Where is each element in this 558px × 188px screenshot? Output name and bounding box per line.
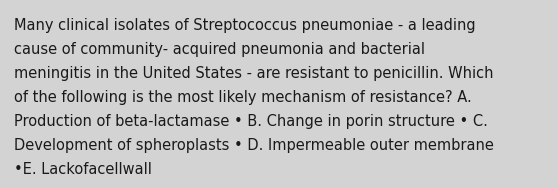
Text: meningitis in the United States - are resistant to penicillin. Which: meningitis in the United States - are re… bbox=[14, 66, 493, 81]
Text: •E. Lackofacellwall: •E. Lackofacellwall bbox=[14, 162, 152, 177]
Text: Production of beta-lactamase • B. Change in porin structure • C.: Production of beta-lactamase • B. Change… bbox=[14, 114, 488, 129]
Text: Many clinical isolates of Streptococcus pneumoniae - a leading: Many clinical isolates of Streptococcus … bbox=[14, 18, 475, 33]
Text: cause of community- acquired pneumonia and bacterial: cause of community- acquired pneumonia a… bbox=[14, 42, 425, 57]
Text: of the following is the most likely mechanism of resistance? A.: of the following is the most likely mech… bbox=[14, 90, 472, 105]
Text: Development of spheroplasts • D. Impermeable outer membrane: Development of spheroplasts • D. Imperme… bbox=[14, 138, 494, 153]
